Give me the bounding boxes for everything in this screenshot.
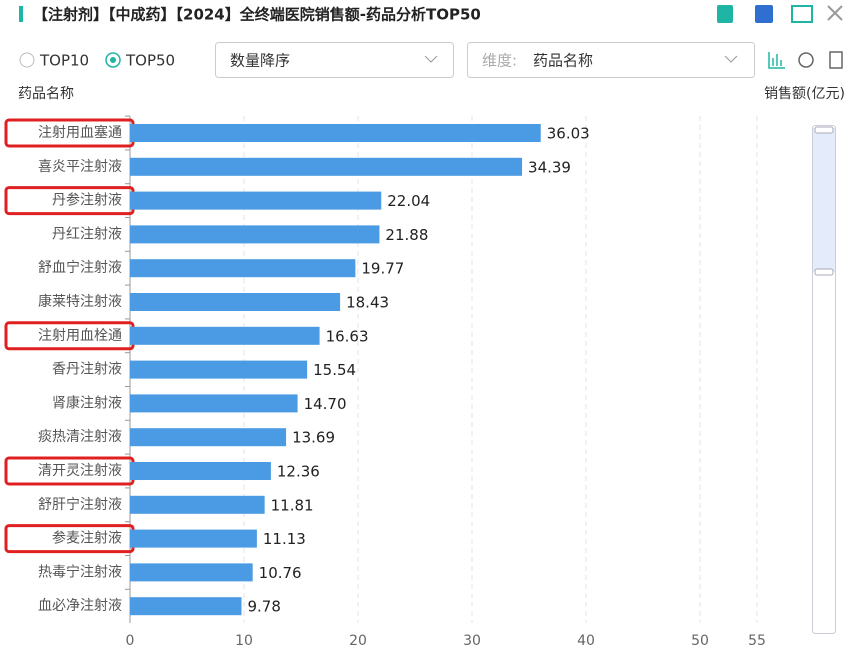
y-tick-label: 痰热清注射液 — [38, 429, 122, 445]
data-label: 18.43 — [346, 294, 389, 312]
pie-icon[interactable] — [798, 52, 814, 68]
x-tick-label: 40 — [577, 633, 595, 649]
plot: 0 10 20 30 40 50 55 注射用血塞通 36.03 喜炎平注射液 34.39 丹参注射液… — [4, 115, 766, 649]
y-tick-label: 清开灵注射液 — [38, 463, 122, 479]
search-icon[interactable] — [717, 5, 733, 23]
y-tick-label: 注射用血栓通 — [38, 328, 122, 344]
scroll-handle[interactable] — [814, 126, 834, 134]
chevron — [724, 55, 738, 63]
y-tick-label: 注射用血塞通 — [38, 124, 122, 141]
excel-icon[interactable] — [755, 5, 773, 23]
sort-dropdown[interactable] — [215, 42, 454, 78]
data-label: 10.76 — [259, 564, 302, 582]
data-label: 11.13 — [263, 530, 306, 548]
title: 【注射剂】【中成药】【2024】全终端医院销售额-药品分析TOP50 — [33, 6, 481, 24]
table-icon[interactable] — [829, 51, 843, 69]
chart-type-icons[interactable] — [768, 51, 843, 69]
bar — [130, 529, 257, 548]
bar — [130, 563, 253, 582]
bar — [130, 225, 380, 244]
x-tick-label: 10 — [235, 633, 253, 649]
data-label: 13.69 — [292, 429, 335, 447]
close-icon[interactable] — [827, 5, 843, 21]
x-axis-title: 销售额(亿元) — [764, 86, 845, 102]
bar — [130, 394, 298, 413]
y-tick-label: 血必净注射液 — [38, 598, 122, 614]
y-tick-label: 喜炎平注射液 — [38, 159, 122, 175]
title-accent — [19, 6, 23, 22]
bar — [130, 326, 320, 345]
dimension-label: 维度: — [482, 52, 517, 70]
y-tick-label: 热毒宁注射液 — [38, 563, 122, 580]
bar — [130, 597, 242, 616]
y-tick-label: 肾康注射液 — [52, 394, 122, 411]
radio[interactable] — [19, 52, 35, 68]
bar — [130, 428, 287, 447]
y-tick-label: 参麦注射液 — [52, 530, 122, 547]
radio-dot — [110, 57, 116, 63]
dimension-dropdown[interactable] — [467, 42, 755, 78]
bar — [130, 495, 265, 514]
bar — [130, 293, 341, 311]
data-label: 16.63 — [326, 327, 369, 345]
bar — [130, 360, 308, 379]
data-label: 36.03 — [547, 125, 590, 143]
image-icon[interactable] — [791, 5, 813, 23]
data-label: 34.39 — [528, 158, 571, 176]
bar — [130, 124, 541, 142]
data-label: 19.77 — [361, 260, 404, 278]
x-tick-label: 30 — [463, 633, 481, 649]
y-tick-label: 香丹注射液 — [52, 362, 122, 378]
bar-icon[interactable] — [768, 52, 785, 69]
y-tick-label: 舒血宁注射液 — [38, 259, 122, 276]
data-label: 11.81 — [271, 496, 314, 514]
bar — [130, 157, 523, 176]
radio-label[interactable]: TOP10 — [39, 52, 89, 70]
sort-value: 数量降序 — [230, 52, 290, 70]
y-axis-title: 药品名称 — [18, 86, 74, 102]
data-label: 21.88 — [385, 226, 428, 244]
scroll-handle[interactable] — [814, 268, 834, 276]
y-tick-label: 舒肝宁注射液 — [38, 496, 122, 513]
y-tick-label: 丹参注射液 — [52, 192, 122, 209]
x-tick-label: 55 — [748, 633, 766, 649]
data-label: 22.04 — [387, 192, 430, 210]
y-tick-label: 康莱特注射液 — [38, 293, 122, 310]
x-tick-label: 50 — [691, 633, 709, 649]
data-label: 12.36 — [277, 463, 320, 481]
dimension-value: 药品名称 — [533, 52, 593, 70]
toolbar-icons[interactable] — [717, 5, 843, 23]
data-label: 15.54 — [313, 361, 356, 379]
bar — [130, 259, 356, 278]
scrollbar-thumb[interactable] — [813, 128, 835, 272]
bar — [130, 191, 382, 210]
bar — [130, 462, 271, 480]
data-label: 14.70 — [304, 395, 347, 413]
radio-label[interactable]: TOP50 — [125, 52, 175, 70]
chevron — [424, 55, 438, 63]
y-tick-label: 丹红注射液 — [52, 226, 122, 242]
data-label: 9.78 — [247, 598, 280, 616]
x-tick-label: 0 — [126, 633, 135, 649]
x-tick-label: 20 — [349, 633, 367, 649]
